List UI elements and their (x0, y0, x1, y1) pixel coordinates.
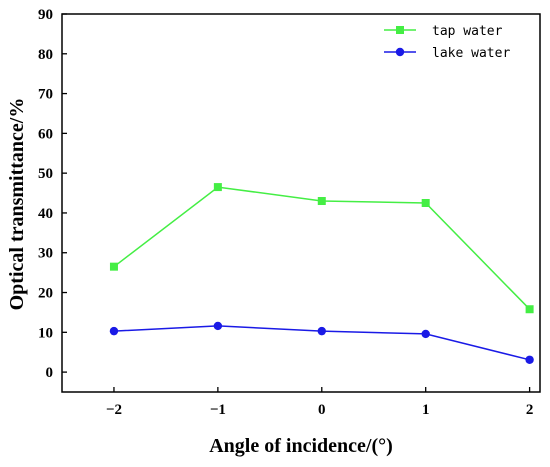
data-point-lake-water (317, 326, 326, 336)
series-line-tap-water (113, 186, 531, 310)
x-tick-label: 1 (422, 402, 430, 418)
data-point-lake-water (525, 355, 534, 364)
data-point-tap-water (213, 183, 222, 192)
data-point-tap-water (421, 199, 430, 207)
data-point-tap-water (317, 197, 326, 206)
y-tick-label: 90 (38, 7, 53, 23)
legend-marker-lake-water (395, 47, 405, 57)
series-layer (109, 183, 534, 364)
data-point-tap-water (525, 305, 534, 314)
y-tick-label: 50 (38, 166, 53, 182)
plot-frame (61, 13, 541, 393)
x-axis-title: Angle of incidence/(°) (209, 435, 393, 457)
x-tick-label: −2 (106, 402, 122, 418)
y-tick-label: 40 (38, 206, 53, 222)
data-point-lake-water (213, 321, 223, 331)
y-tick-label: 70 (38, 87, 53, 103)
legend-label-tap-water: tap water (432, 24, 503, 39)
y-axis: 0 10 20 30 40 50 60 70 80 90 (38, 7, 67, 381)
data-point-lake-water (109, 326, 119, 336)
x-axis: −2 −1 0 1 2 (106, 387, 533, 418)
legend: tap water lake water (384, 24, 510, 61)
y-tick-label: 60 (38, 126, 53, 142)
y-tick-label: 20 (38, 286, 53, 302)
x-tick-label: −1 (210, 402, 226, 418)
y-tick-label: 0 (46, 365, 54, 381)
legend-marker-tap-water (396, 26, 404, 34)
y-tick-label: 80 (38, 47, 53, 63)
data-point-lake-water (421, 329, 430, 339)
legend-label-lake-water: lake water (432, 46, 510, 61)
data-point-tap-water (109, 262, 118, 271)
x-tick-label: 0 (318, 402, 326, 418)
x-tick-label: 2 (526, 402, 534, 418)
y-axis-title: Optical transmittance/% (6, 98, 28, 311)
y-tick-label: 30 (38, 246, 53, 262)
y-tick-label: 10 (38, 325, 53, 341)
